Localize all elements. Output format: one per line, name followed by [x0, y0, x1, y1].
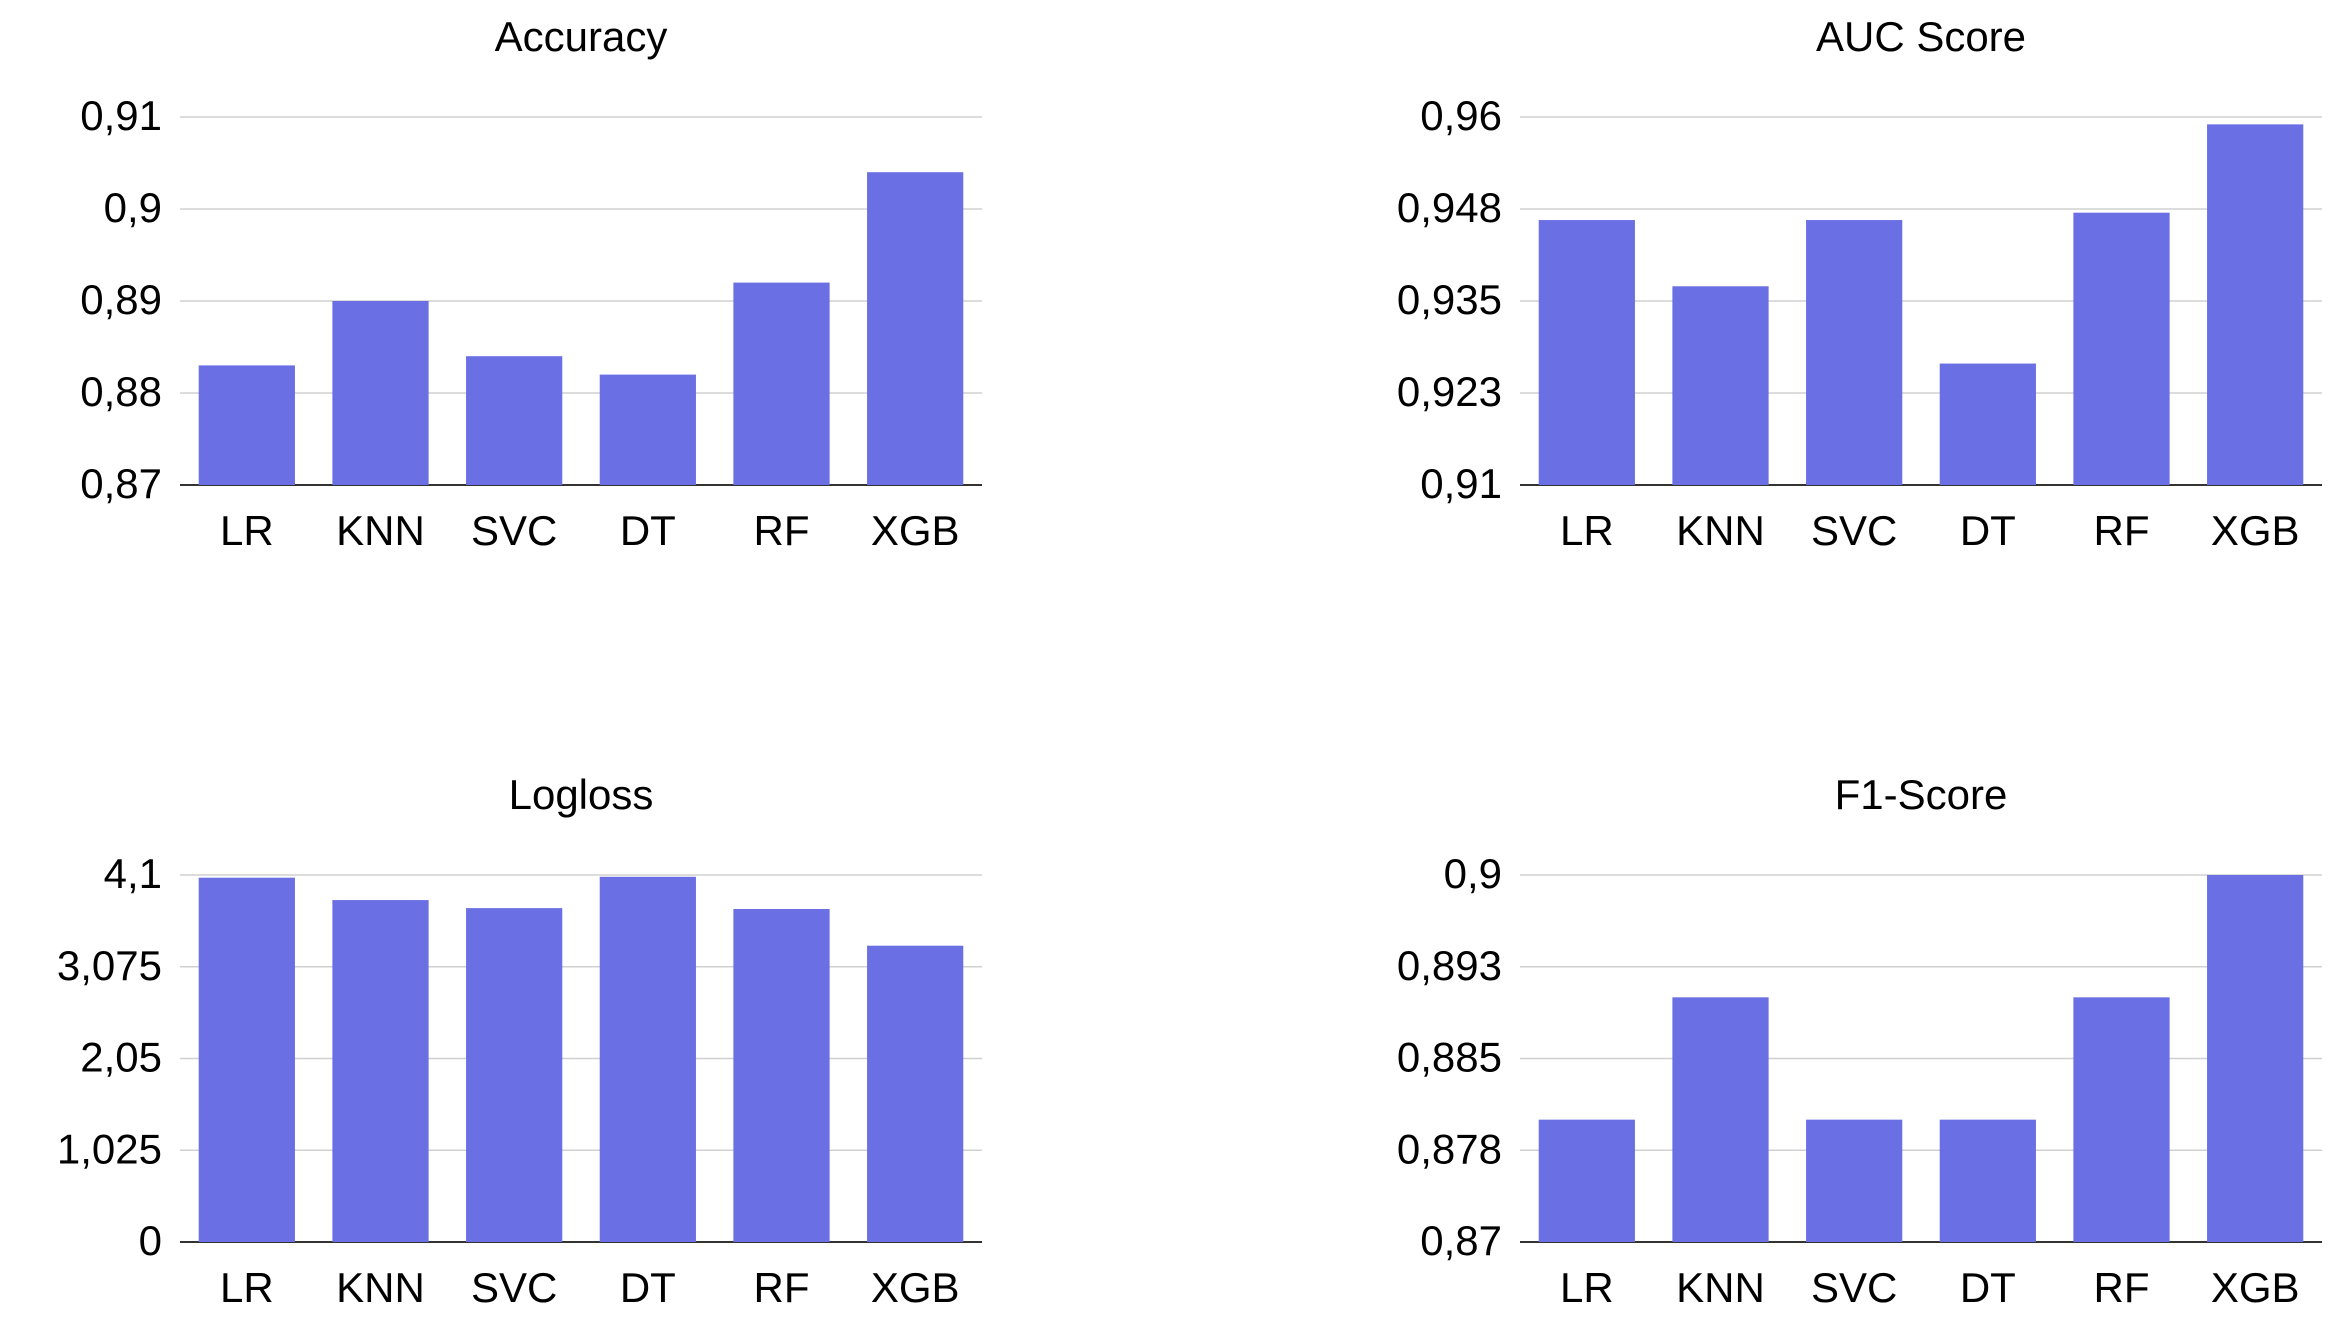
chart-title: AUC Score — [1816, 13, 2026, 60]
y-tick-label: 0 — [139, 1217, 162, 1264]
y-tick-label: 0,96 — [1420, 92, 1502, 139]
y-tick-label: 0,885 — [1397, 1034, 1502, 1081]
x-tick-label: SVC — [471, 1264, 557, 1311]
bar — [1672, 997, 1769, 1242]
bar — [332, 301, 429, 485]
x-tick-label: DT — [1960, 507, 2016, 554]
bar — [466, 908, 563, 1242]
y-tick-label: 0,9 — [1444, 850, 1502, 897]
x-tick-label: DT — [620, 507, 676, 554]
x-tick-label: RF — [2094, 507, 2150, 554]
y-tick-label: 0,935 — [1397, 276, 1502, 323]
x-tick-label: XGB — [871, 507, 960, 554]
bar — [733, 909, 830, 1242]
bar — [599, 374, 696, 485]
y-tick-label: 0,9 — [104, 184, 162, 231]
bar — [1806, 1119, 1903, 1242]
x-tick-label: LR — [1560, 507, 1614, 554]
x-tick-label: DT — [620, 1264, 676, 1311]
bar — [1939, 363, 2036, 485]
x-tick-label: KNN — [1676, 507, 1765, 554]
y-tick-label: 0,87 — [80, 460, 162, 507]
y-tick-label: 4,1 — [104, 850, 162, 897]
x-tick-label: SVC — [1811, 1264, 1897, 1311]
x-tick-label: RF — [754, 507, 810, 554]
x-tick-label: KNN — [336, 1264, 425, 1311]
x-tick-label: SVC — [1811, 507, 1897, 554]
bar — [198, 877, 295, 1242]
bar — [867, 172, 964, 485]
y-tick-label: 0,893 — [1397, 942, 1502, 989]
bar — [1538, 220, 1635, 486]
y-tick-label: 0,89 — [80, 276, 162, 323]
y-tick-label: 0,91 — [80, 92, 162, 139]
bar — [466, 356, 563, 485]
x-tick-label: RF — [2094, 1264, 2150, 1311]
bar — [2207, 124, 2304, 486]
x-tick-label: XGB — [2211, 507, 2300, 554]
x-tick-label: RF — [754, 1264, 810, 1311]
bar — [1672, 286, 1769, 485]
x-tick-label: KNN — [336, 507, 425, 554]
y-tick-label: 0,91 — [1420, 460, 1502, 507]
x-tick-label: DT — [1960, 1264, 2016, 1311]
bar — [332, 900, 429, 1242]
bar — [2073, 997, 2170, 1242]
x-tick-label: XGB — [871, 1264, 960, 1311]
y-tick-label: 2,05 — [80, 1034, 162, 1081]
bar — [1806, 220, 1903, 486]
x-tick-label: KNN — [1676, 1264, 1765, 1311]
x-tick-label: XGB — [2211, 1264, 2300, 1311]
bar — [2073, 212, 2170, 485]
x-tick-label: SVC — [471, 507, 557, 554]
y-tick-label: 0,923 — [1397, 368, 1502, 415]
x-tick-label: LR — [220, 507, 274, 554]
y-tick-label: 0,87 — [1420, 1217, 1502, 1264]
bar — [198, 365, 295, 485]
y-tick-label: 0,88 — [80, 368, 162, 415]
bar — [599, 876, 696, 1242]
y-tick-label: 3,075 — [57, 942, 162, 989]
bar — [2207, 875, 2304, 1242]
bar — [1538, 1119, 1635, 1242]
y-tick-label: 1,025 — [57, 1125, 162, 1172]
chart-title: F1-Score — [1835, 771, 2008, 818]
x-tick-label: LR — [1560, 1264, 1614, 1311]
chart-title: Logloss — [509, 771, 654, 818]
y-tick-label: 0,948 — [1397, 184, 1502, 231]
x-tick-label: LR — [220, 1264, 274, 1311]
chart-title: Accuracy — [495, 13, 668, 60]
bar — [1939, 1119, 2036, 1242]
y-tick-label: 0,878 — [1397, 1125, 1502, 1172]
bar — [733, 282, 830, 485]
bar — [867, 945, 964, 1242]
